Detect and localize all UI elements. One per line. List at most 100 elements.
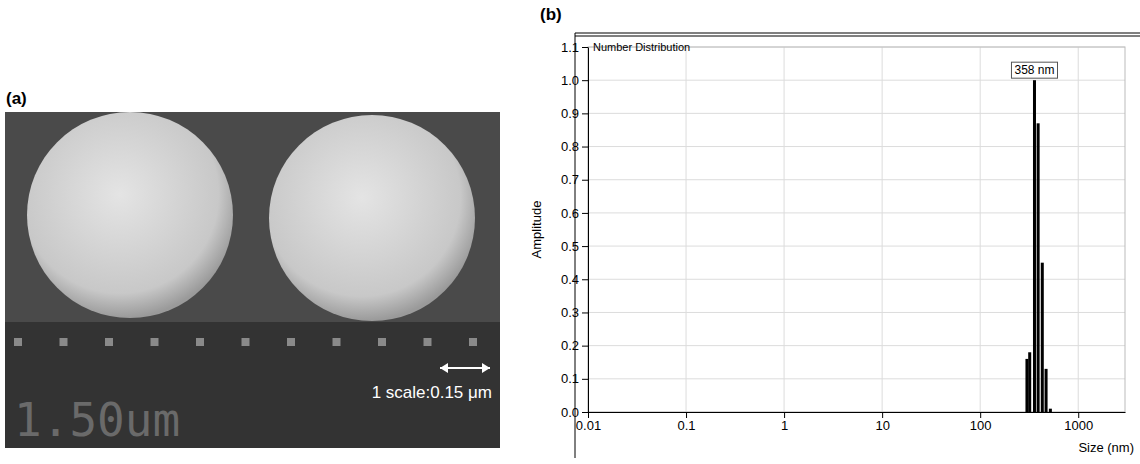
y-tick-label: 0.6 [561, 206, 579, 221]
y-axis-line [588, 48, 589, 413]
scale-square [469, 338, 477, 346]
panel-a: (a)1.50um1 scale:0.15 μm [5, 89, 500, 448]
grid-line-x [1078, 47, 1079, 412]
y-tick-label: 1.0 [561, 73, 579, 88]
grid-line-y [588, 378, 1125, 379]
bar [1028, 352, 1031, 412]
grid-line-x [686, 47, 687, 412]
annotation-text: 358 nm [1014, 63, 1054, 77]
scale-square [14, 338, 22, 346]
chart-title: Number Distribution [593, 41, 690, 53]
y-tick: 0.3 [561, 305, 588, 320]
y-tick-mark [582, 246, 588, 247]
y-tick-label: 0.1 [561, 371, 579, 386]
y-tick-mark [582, 47, 588, 48]
grid-line-y [588, 146, 1125, 147]
y-tick: 1.1 [561, 40, 588, 55]
y-tick-mark [582, 312, 588, 313]
grid-line-y [588, 246, 1125, 247]
x-tick-mark [980, 412, 981, 418]
y-tick-label: 0.0 [561, 405, 579, 420]
panel-label: (a) [6, 89, 27, 108]
grid-line-y [588, 279, 1125, 280]
bar [1033, 80, 1036, 412]
scale-square [105, 338, 113, 346]
y-tick-mark [582, 80, 588, 81]
bar [1041, 263, 1044, 412]
x-tick: 0.1 [678, 412, 696, 433]
grid-line-y [588, 312, 1125, 313]
x-tick-label: 10 [875, 418, 889, 433]
x-tick-mark [882, 412, 883, 418]
y-tick-label: 0.2 [561, 338, 579, 353]
grid-line-x [882, 47, 883, 412]
x-tick-label: 1000 [1064, 418, 1093, 433]
scale-square [151, 338, 159, 346]
y-tick-label: 0.8 [561, 139, 579, 154]
frame-line [575, 33, 1140, 34]
x-tick-mark [588, 412, 589, 418]
y-tick: 0.6 [561, 206, 588, 221]
particle [269, 115, 475, 321]
grid-line-y [588, 212, 1125, 213]
bars [1025, 80, 1051, 412]
scale-square [424, 338, 432, 346]
particle [27, 112, 233, 318]
y-tick-mark [582, 180, 588, 181]
grid-line-y [588, 113, 1125, 114]
bar [1025, 359, 1028, 412]
y-tick-label: 0.3 [561, 305, 579, 320]
grid [588, 47, 1125, 412]
y-tick-mark [582, 113, 588, 114]
bar [1049, 409, 1052, 412]
y-tick: 0.8 [561, 139, 588, 154]
micrograph-field [5, 112, 500, 322]
y-tick-label: 0.4 [561, 272, 579, 287]
scale-square [287, 338, 295, 346]
scale-square [242, 338, 250, 346]
bar [1045, 369, 1048, 412]
x-axis: 0.01 0.1 1 10 100 1000 [576, 412, 1126, 433]
grid-line-x [784, 47, 785, 412]
y-tick: 0.2 [561, 338, 588, 353]
x-tick-mark [686, 412, 687, 418]
y-axis: 0.0 0.1 0.2 0.3 0.4 0.5 0.6 0.7 0.8 0.9 1.0 1.1 [561, 40, 589, 420]
y-tick: 0.5 [561, 239, 588, 254]
plot-frame [588, 47, 1125, 412]
scale-square [333, 338, 341, 346]
y-tick-label: 0.5 [561, 239, 579, 254]
annotation: 358 nm [1011, 62, 1057, 78]
panel-label: (b) [540, 5, 562, 24]
y-tick: 0.1 [561, 371, 588, 386]
figure: (a)1.50um1 scale:0.15 μm(b)0.010.1110100… [0, 0, 1140, 464]
scale-square [60, 338, 68, 346]
y-axis-title: Amplitude [529, 201, 544, 259]
x-tick-label: 100 [970, 418, 992, 433]
y-tick-mark [582, 346, 588, 347]
y-tick-mark [582, 279, 588, 280]
panel-b: (b)0.010.111010010000.00.10.20.30.40.50.… [529, 5, 1140, 458]
x-axis-title: Size (nm) [1078, 440, 1134, 455]
y-tick: 0.7 [561, 172, 588, 187]
y-tick-mark [582, 147, 588, 148]
y-tick-mark [582, 213, 588, 214]
y-tick: 0.9 [561, 106, 588, 121]
y-tick: 0.0 [561, 405, 588, 420]
grid-line-y [588, 345, 1125, 346]
grid-line-y [588, 80, 1125, 81]
y-tick-mark [582, 379, 588, 380]
x-tick: 1000 [1064, 412, 1093, 433]
micrograph-background [5, 112, 500, 448]
x-tick-mark [1078, 412, 1079, 418]
x-tick: 100 [970, 412, 992, 433]
x-tick-label: 1 [781, 418, 788, 433]
y-tick-mark [582, 412, 588, 413]
x-tick: 10 [875, 412, 889, 433]
frame-line [575, 36, 1140, 37]
grid-line-y [588, 179, 1125, 180]
y-tick: 0.4 [561, 272, 588, 287]
x-tick: 0.01 [576, 412, 601, 433]
y-tick: 1.0 [561, 73, 588, 88]
x-tick-label: 0.01 [576, 418, 601, 433]
scale-text: 1.50um [14, 393, 180, 447]
